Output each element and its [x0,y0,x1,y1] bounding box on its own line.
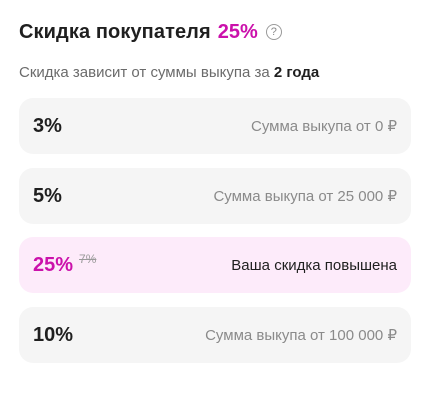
current-discount-value: 25% [217,20,258,43]
page-title: Скидка покупателя [19,20,211,43]
tier-percent: 3% [33,115,62,137]
panel-header: Скидка покупателя 25% ? [19,17,411,47]
tier-percent-group: 10% [33,323,73,347]
tier-description: Сумма выкупа от 0 ₽ [250,118,397,135]
discount-tier-row: 5% Сумма выкупа от 25 000 ₽ [19,167,411,224]
help-icon[interactable]: ? [265,24,282,40]
tier-percent-group: 25% 7% [33,252,97,277]
tier-percent: 10% [33,323,74,346]
tier-description: Сумма выкупа от 100 000 ₽ [205,326,397,344]
discount-tiers-list: 3% Сумма выкупа от 0 ₽ 5% Сумма выкупа о… [19,98,411,363]
tier-old-percent: 7% [79,252,97,266]
discount-tier-row: 10% Сумма выкупа от 100 000 ₽ [19,306,411,363]
tier-percent-group: 5% [33,184,62,208]
buyer-discount-panel: Скидка покупателя 25% ? Скидка зависит о… [0,17,429,417]
tier-description: Ваша скидка повышена [231,256,397,274]
discount-subtitle: Скидка зависит от суммы выкупа за 2 года [19,63,411,83]
tier-percent: 5% [33,184,62,207]
discount-tier-row: 3% Сумма выкупа от 0 ₽ [19,98,411,154]
tier-percent: 25% [33,254,74,276]
tier-percent-group: 3% [33,114,62,138]
tier-description: Сумма выкупа от 25 000 ₽ [213,187,397,205]
discount-tier-row-active: 25% 7% Ваша скидка повышена [19,237,411,293]
subtitle-text: Скидка зависит от суммы выкупа за [19,64,274,81]
subtitle-period: 2 года [273,64,320,81]
